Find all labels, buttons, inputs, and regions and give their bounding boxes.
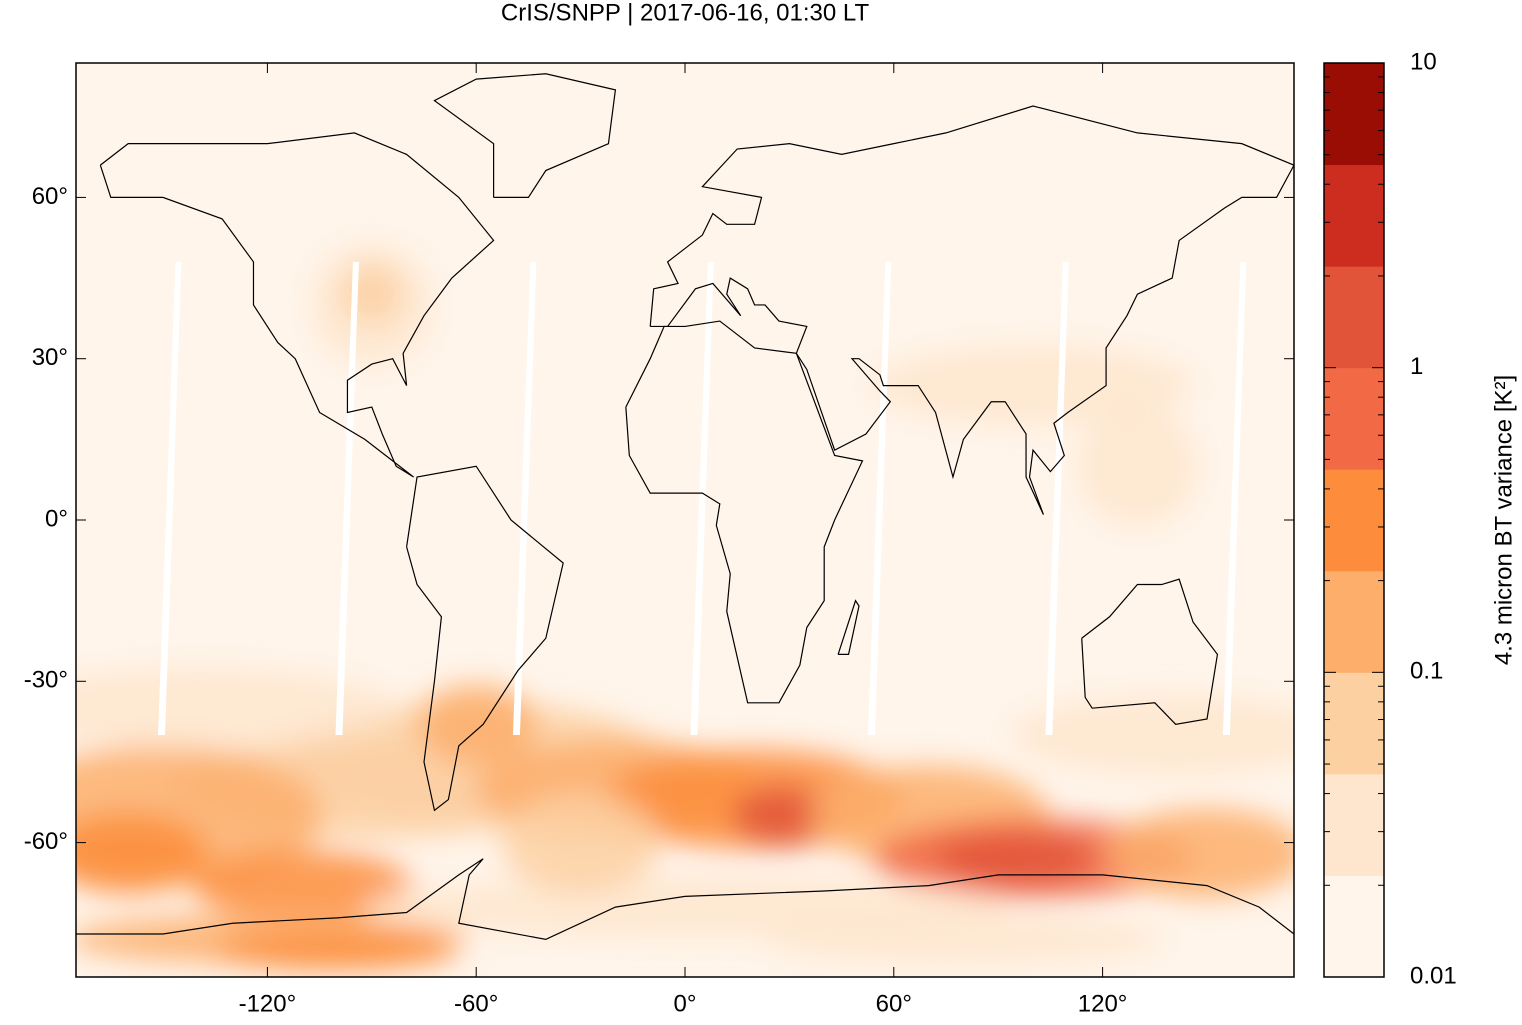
coastlines [76,73,1294,940]
swath-gaps [158,261,1247,736]
heat-patch [873,345,1193,426]
variance-field [76,244,1294,971]
heat-patch [76,813,209,894]
colorbar-tick-label: 0.01 [1410,962,1457,989]
coastline [433,73,617,199]
x-tick-label: -120° [239,990,297,1017]
map-area [76,63,1294,977]
x-tick-label: 60° [876,990,912,1017]
heat-patch [341,264,402,325]
chart-title: CrIS/SNPP | 2017-06-16, 01:30 LT [501,0,870,26]
heat-patch [935,833,1096,884]
swath-gap [1045,261,1069,736]
colorbar-band [1324,469,1384,572]
x-tick-label: 120° [1078,990,1128,1017]
heat-patch [732,785,833,846]
coastline [625,320,864,704]
heat-patch [1077,406,1198,527]
colorbar-band [1324,773,1384,876]
heat-patch [192,850,413,921]
colorbar-band [1324,672,1384,775]
y-tick-label: -60° [24,828,68,855]
swath-gap [512,261,537,736]
heat-patch [76,668,398,749]
colorbar-tick-label: 0.1 [1410,658,1443,685]
colorbar: 0.01 0.1 1 10 [1323,48,1457,989]
colorbar-label: 4.3 micron BT variance [K²] [1490,375,1517,665]
y-tick-label: -30° [24,667,68,694]
swath-gap [335,261,359,736]
colorbar-frame [1323,62,1385,978]
colorbar-band [1324,266,1384,369]
coastline [99,132,495,478]
heat-patch [500,792,661,893]
coastline [837,599,860,656]
y-tick-label: 60° [32,183,68,210]
heat-patch [1107,808,1294,899]
swath-gap [1222,261,1247,736]
heat-patch [1012,695,1294,776]
x-tick-label: -60° [454,990,498,1017]
y-tick-label: 30° [32,344,68,371]
colorbar-band [1324,570,1384,673]
colorbar-band [1324,63,1384,166]
colorbar-band [1324,164,1384,267]
coastline [649,105,1294,515]
swath-gap [867,261,892,736]
heat-patch [416,684,537,765]
swath-gap [690,261,714,736]
x-tick-label: 0° [674,990,697,1017]
colorbar-tick-label: 1 [1410,353,1423,380]
swath-gap [158,261,182,736]
colorbar-band [1324,875,1384,978]
colorbar-tick-label: 10 [1410,48,1437,75]
coastline [406,465,564,812]
coastline [76,858,1294,940]
colorbar-band [1324,367,1384,470]
heat-patch [217,930,457,971]
coastline [1081,578,1219,725]
y-tick-label: 0° [45,505,68,532]
heat-patch [763,914,1164,965]
